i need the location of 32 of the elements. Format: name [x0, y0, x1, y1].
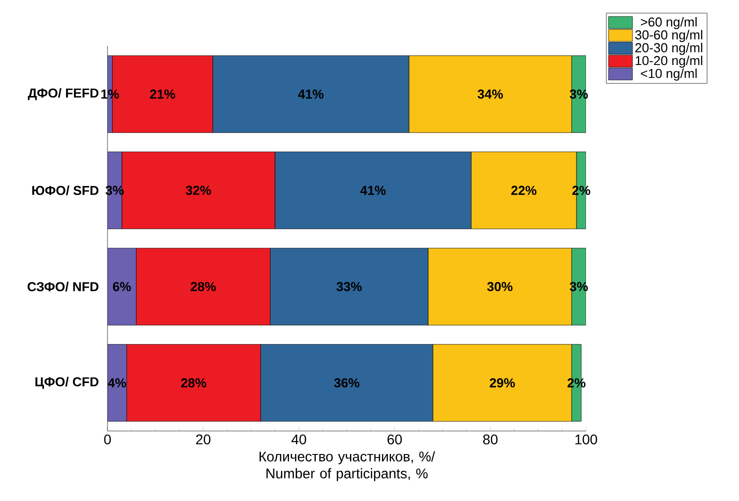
- data-label: 21%: [150, 90, 176, 99]
- data-label: 30%: [487, 282, 512, 292]
- data-label: 6%: [112, 282, 131, 292]
- data-label: 36%: [334, 378, 360, 388]
- data-label: 22%: [511, 186, 536, 195]
- data-label: 34%: [478, 90, 503, 99]
- data-label: 2%: [568, 378, 586, 388]
- y-tick-label: ДФО/ FEFD: [28, 88, 98, 100]
- x-tick-label: 80: [483, 434, 498, 444]
- x-tick-label: 20: [196, 434, 210, 444]
- x-tick-label: 60: [388, 434, 402, 444]
- legend-label: <10 ng/ml: [640, 68, 697, 81]
- x-axis-title: Количество участников, %/ Number of participants, %: [260, 451, 436, 482]
- legend-label: 30-60 ng/ml: [635, 30, 702, 42]
- x-tick-label: 0: [104, 434, 111, 444]
- data-label: 32%: [186, 186, 212, 195]
- x-tick-label: 40: [291, 434, 306, 444]
- y-tick-label: ЮФО/ SFD: [32, 186, 98, 196]
- data-label: 1%: [101, 90, 119, 99]
- legend-label: 10-20 ng/ml: [636, 56, 702, 68]
- data-label: 29%: [490, 378, 515, 388]
- data-label: 33%: [336, 282, 362, 292]
- data-label: 4%: [108, 378, 126, 388]
- y-tick-label: ЦФО/ CFD: [35, 376, 98, 389]
- data-label: 41%: [298, 90, 324, 99]
- y-tick-label: СЗФО/ NFD: [28, 282, 98, 292]
- legend-label: 20-30 ng/ml: [635, 42, 702, 55]
- legend-label: >60 ng/ml: [640, 17, 697, 30]
- x-tick-label: 100: [575, 434, 598, 444]
- data-label: 28%: [190, 282, 216, 292]
- data-label: 41%: [360, 186, 386, 195]
- data-label: 28%: [181, 378, 206, 388]
